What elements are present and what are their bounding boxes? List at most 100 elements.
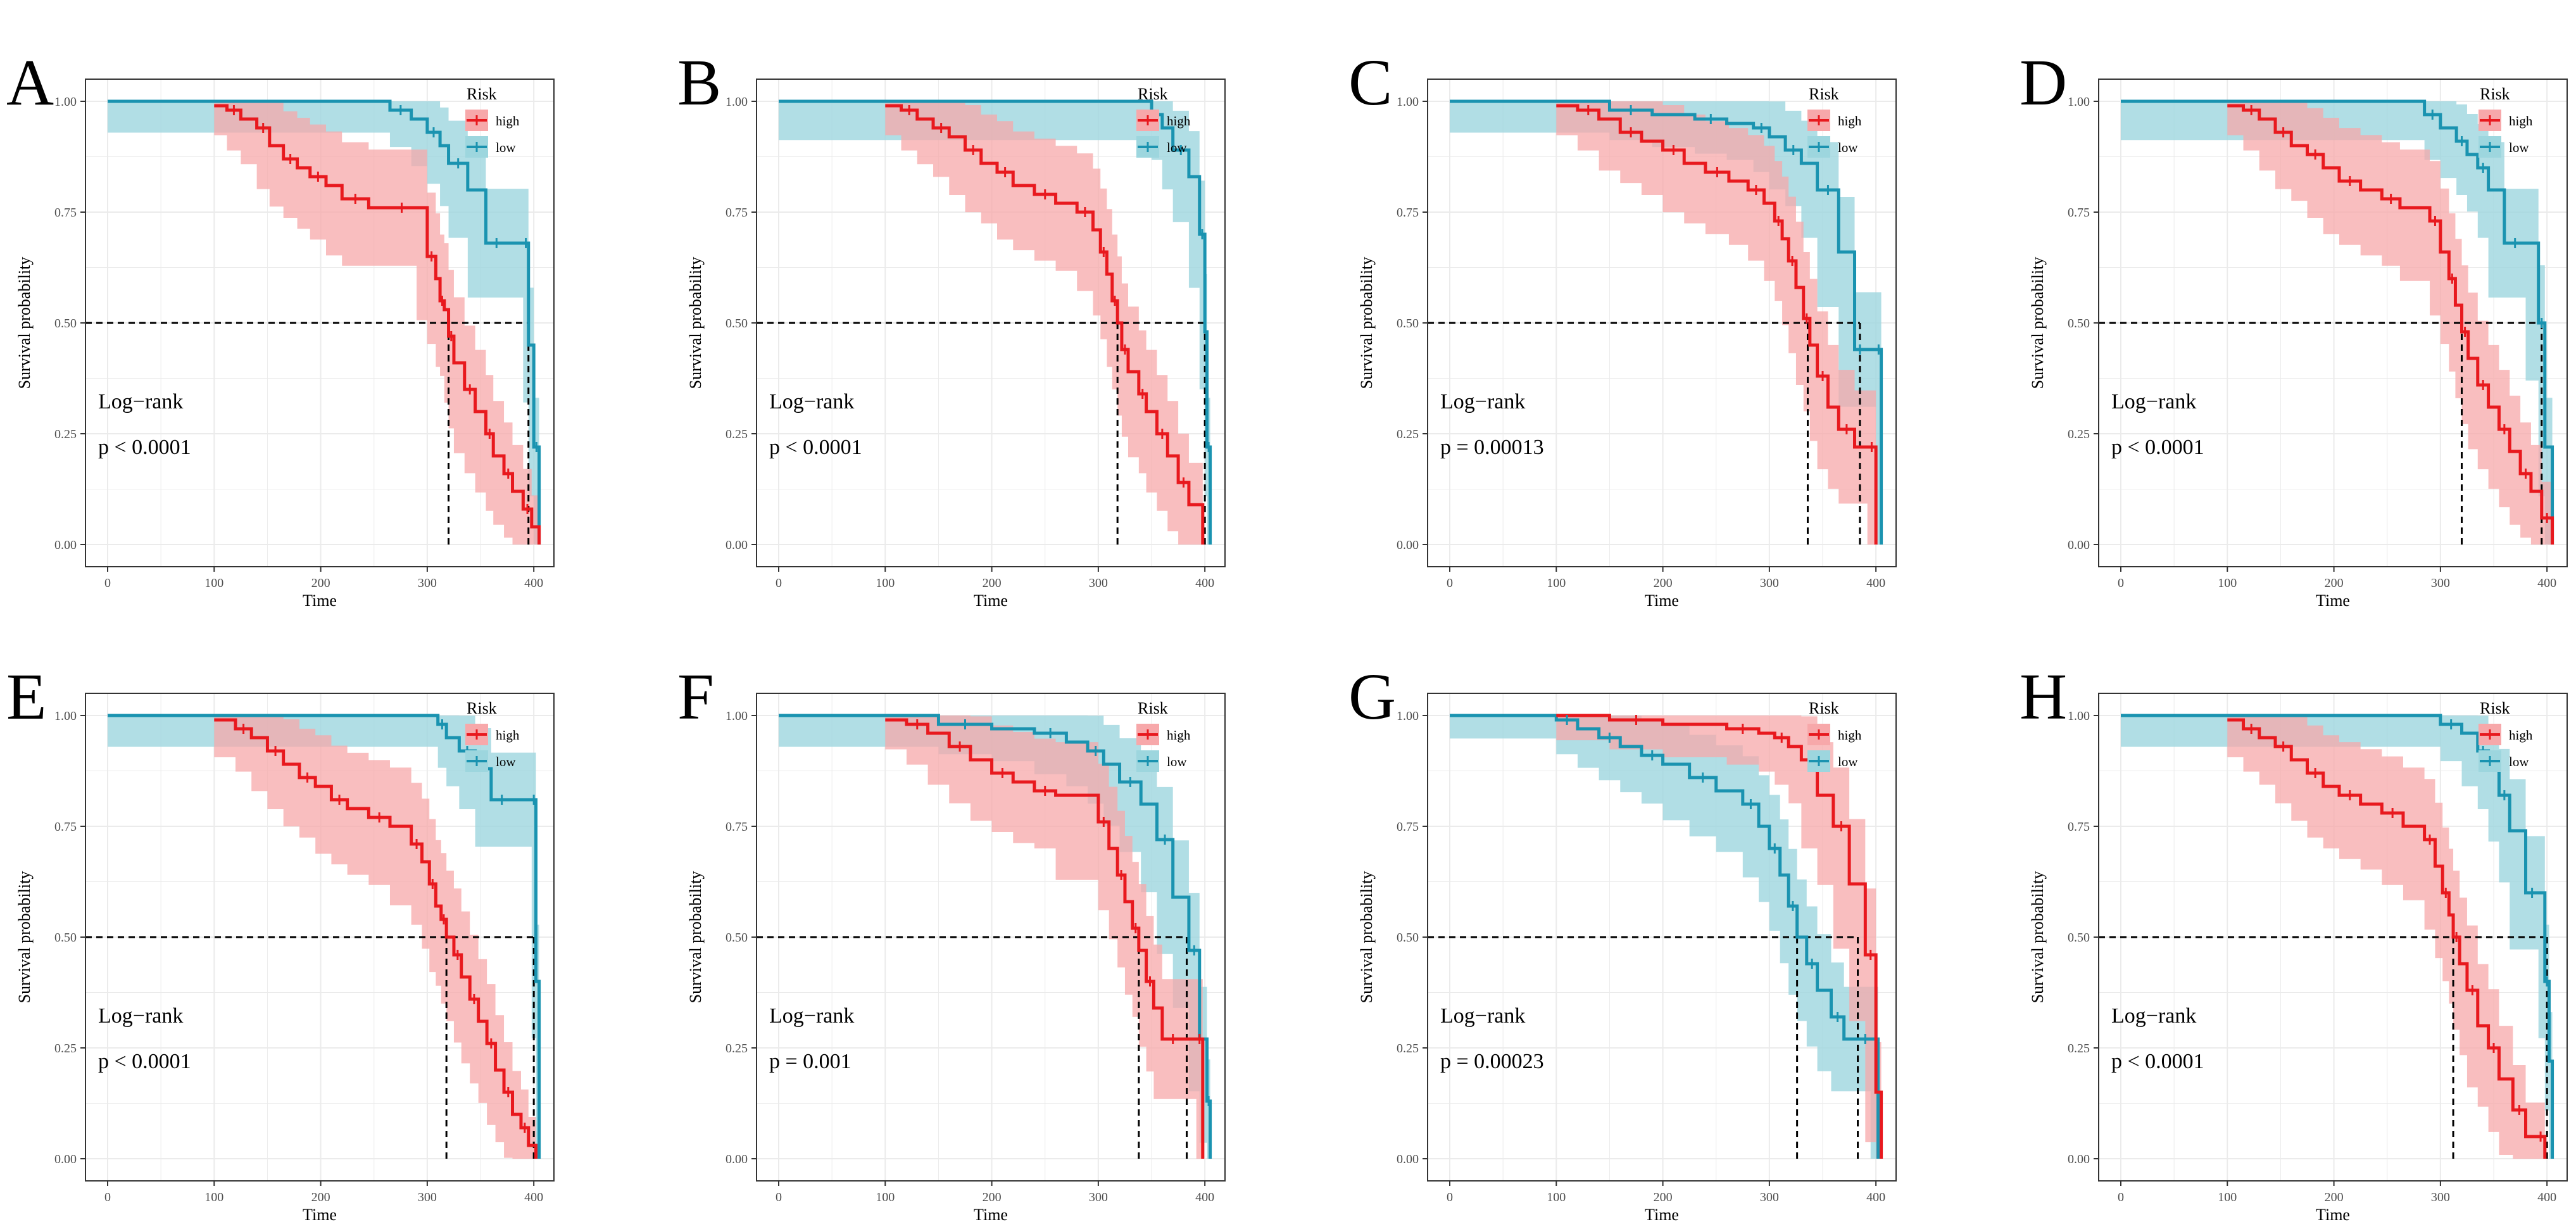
y-tick-label: 1.00 <box>54 709 77 723</box>
legend-label-low: low <box>1838 754 1858 769</box>
x-tick-label: 0 <box>776 576 782 590</box>
km-panel-g: G 0 100 200 300 400 0.00 0.25 0.50 0.75 1.00 Time Su… <box>1348 660 1897 1224</box>
y-axis-title: Survival probability <box>686 871 705 1004</box>
y-tick-label: 0.50 <box>1397 931 1419 945</box>
y-tick-label: 0.00 <box>54 1152 77 1166</box>
x-tick-label: 0 <box>1447 1190 1453 1204</box>
x-tick-label: 200 <box>1654 576 1673 590</box>
x-tick-label: 400 <box>524 1190 543 1204</box>
legend-label-high: high <box>1838 728 1862 743</box>
logrank-label: Log−rank <box>98 1004 183 1028</box>
km-panel-c: C 0 100 200 300 400 0.00 0.25 0.50 0.75 1.00 Time Su… <box>1348 46 1897 610</box>
y-tick-label: 0.75 <box>2068 820 2090 834</box>
legend-label-high: high <box>496 113 520 129</box>
x-tick-label: 300 <box>1089 576 1108 590</box>
x-tick-label: 400 <box>1866 1190 1885 1204</box>
panel-letter: F <box>677 660 714 733</box>
x-tick-label: 300 <box>1760 1190 1779 1204</box>
legend-label-low: low <box>1167 754 1187 769</box>
y-tick-label: 0.50 <box>726 317 748 331</box>
survival-curve-high <box>885 718 1205 1159</box>
legend-title: Risk <box>467 85 497 103</box>
x-tick-label: 100 <box>2218 576 2237 590</box>
x-tick-label: 300 <box>2431 1190 2450 1204</box>
high-ci-band <box>2227 101 2553 545</box>
p-value-label: p = 0.00013 <box>1440 436 1544 459</box>
panel-letter: G <box>1348 660 1396 733</box>
x-tick-label: 400 <box>1195 576 1214 590</box>
y-tick-label: 0.75 <box>54 206 77 220</box>
legend-label-low: low <box>496 754 516 769</box>
x-axis-title: Time <box>974 1206 1008 1224</box>
y-tick-label: 0.25 <box>54 1042 77 1056</box>
legend-title: Risk <box>2480 699 2510 717</box>
y-tick-label: 0.50 <box>726 931 748 945</box>
y-tick-label: 1.00 <box>726 709 748 723</box>
p-value-label: p < 0.0001 <box>98 1050 191 1073</box>
legend-label-high: high <box>2509 728 2533 743</box>
x-tick-label: 200 <box>311 1190 330 1204</box>
y-axis-title: Survival probability <box>686 257 705 389</box>
x-axis-title: Time <box>974 591 1008 610</box>
x-axis-title: Time <box>1645 1206 1679 1224</box>
logrank-label: Log−rank <box>769 390 854 413</box>
legend-title: Risk <box>1809 85 1839 103</box>
logrank-label: Log−rank <box>769 1004 854 1028</box>
y-tick-label: 1.00 <box>2068 709 2090 723</box>
y-tick-label: 0.75 <box>54 820 77 834</box>
y-tick-label: 0.25 <box>2068 1042 2090 1056</box>
y-tick-label: 0.50 <box>54 317 77 331</box>
y-tick-label: 0.25 <box>726 1042 748 1056</box>
x-tick-label: 400 <box>2537 1190 2556 1204</box>
y-tick-label: 0.50 <box>2068 317 2090 331</box>
km-panel-e: E 0 100 200 300 400 0.00 0.25 0.50 0.75 1.00 Time Su… <box>6 660 555 1224</box>
x-tick-label: 400 <box>2537 576 2556 590</box>
x-tick-label: 400 <box>1866 576 1885 590</box>
y-tick-label: 0.50 <box>54 931 77 945</box>
x-tick-label: 200 <box>311 576 330 590</box>
x-tick-label: 100 <box>1547 1190 1566 1204</box>
legend-title: Risk <box>467 699 497 717</box>
survival-curve-high <box>214 104 541 545</box>
legend-title: Risk <box>1138 699 1168 717</box>
logrank-label: Log−rank <box>2111 390 2196 413</box>
km-panel-b: B 0 100 200 300 400 0.00 0.25 0.50 0.75 1.00 Time Su… <box>677 46 1226 610</box>
logrank-label: Log−rank <box>1440 390 1525 413</box>
y-tick-label: 0.75 <box>726 206 748 220</box>
x-tick-label: 100 <box>876 576 895 590</box>
y-tick-label: 0.00 <box>726 538 748 552</box>
legend-label-low: low <box>1838 140 1858 155</box>
x-tick-label: 0 <box>2118 576 2124 590</box>
x-tick-label: 100 <box>204 1190 223 1204</box>
legend-label-low: low <box>2509 754 2529 769</box>
legend-title: Risk <box>2480 85 2510 103</box>
legend-label-low: low <box>2509 140 2529 155</box>
km-panel-h: H 0 100 200 300 400 0.00 0.25 0.50 0.75 1.00 Time Su… <box>2020 660 2568 1224</box>
x-tick-label: 200 <box>983 1190 1002 1204</box>
y-axis-title: Survival probability <box>2028 257 2047 389</box>
survival-curve-low <box>1450 714 1880 1159</box>
km-panel-f: F 0 100 200 300 400 0.00 0.25 0.50 0.75 1.00 Time Su… <box>677 660 1226 1224</box>
x-tick-label: 300 <box>1089 1190 1108 1204</box>
high-ci-band <box>1556 101 1876 545</box>
legend-title: Risk <box>1138 85 1168 103</box>
high-ci-band <box>214 101 539 545</box>
x-tick-label: 0 <box>104 1190 111 1204</box>
x-tick-label: 100 <box>2218 1190 2237 1204</box>
x-tick-label: 400 <box>524 576 543 590</box>
y-tick-label: 0.25 <box>726 427 748 441</box>
p-value-label: p < 0.0001 <box>769 436 862 459</box>
legend-label-high: high <box>1167 113 1191 129</box>
legend-label-high: high <box>496 728 520 743</box>
p-value-label: p = 0.001 <box>769 1050 851 1073</box>
x-axis-title: Time <box>2316 1206 2350 1224</box>
y-tick-label: 0.75 <box>726 820 748 834</box>
x-tick-label: 0 <box>2118 1190 2124 1204</box>
y-tick-label: 0.00 <box>1397 538 1419 552</box>
panel-letter: D <box>2020 46 2067 119</box>
y-tick-label: 0.50 <box>1397 317 1419 331</box>
km-panel-a: A 0 100 200 300 400 0.00 0.25 0.50 0.75 1.00 Time Su… <box>6 46 555 610</box>
survival-curve-high <box>885 104 1205 545</box>
x-tick-label: 300 <box>2431 576 2450 590</box>
logrank-label: Log−rank <box>1440 1004 1525 1028</box>
